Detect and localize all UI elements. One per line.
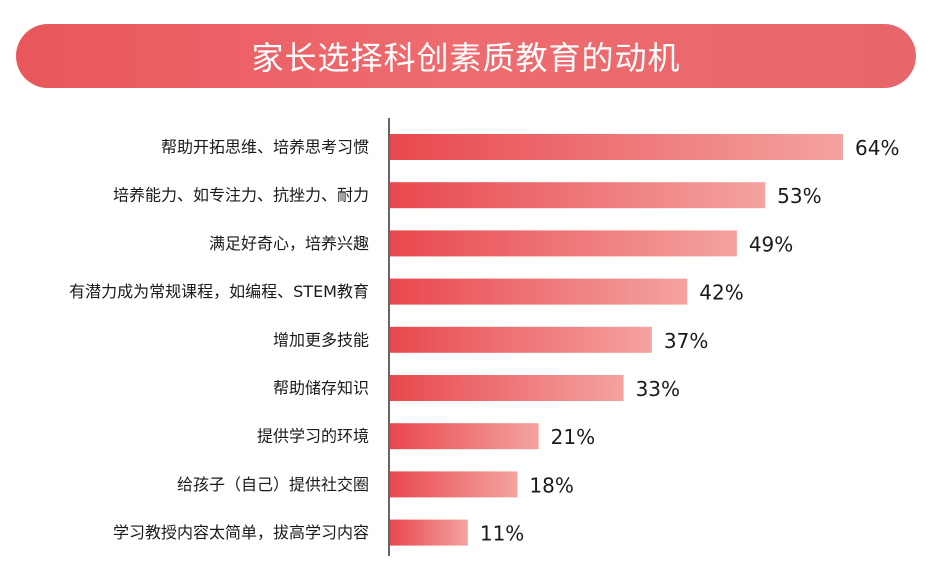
bar-3 [390,278,688,305]
category-label-6: 提供学习的环境 [257,427,369,446]
bar-7 [390,471,518,498]
bar-0 [390,134,843,160]
value-label-5: 33% [636,377,680,401]
category-label-8: 学习教授内容太简单，拔高学习内容 [113,523,369,542]
bars-group: 帮助开拓思维、培养思考习惯 64% 培养能力、如专注力、抗挫力、耐力 53% 满足好奇心… [69,134,899,546]
bar-8 [390,519,468,546]
chart-title: 家长选择科创素质教育的动机 [251,39,681,77]
value-label-3: 42% [699,281,743,305]
value-label-0: 64% [855,136,899,160]
category-label-2: 满足好奇心，培养兴趣 [209,234,369,253]
bar-4 [390,326,652,353]
bar-1 [390,182,766,209]
category-label-1: 培养能力、如专注力、抗挫力、耐力 [113,186,369,205]
category-label-4: 增加更多技能 [273,330,369,349]
bar-6 [390,423,539,450]
value-label-6: 21% [551,425,595,449]
bar-2 [390,230,737,257]
value-label-2: 49% [749,232,793,256]
category-label-3: 有潜力成为常规课程，如编程、STEM教育 [69,282,369,301]
category-label-0: 帮助开拓思维、培养思考习惯 [161,138,369,157]
value-label-4: 37% [664,329,708,353]
category-label-7: 给孩子（自己）提供社交圈 [177,475,369,494]
value-label-8: 11% [480,522,524,546]
bar-5 [390,375,624,401]
category-label-5: 帮助储存知识 [273,379,369,398]
title-banner: 家长选择科创素质教育的动机 [16,24,916,88]
value-label-7: 18% [529,473,573,497]
value-label-1: 53% [777,184,821,208]
